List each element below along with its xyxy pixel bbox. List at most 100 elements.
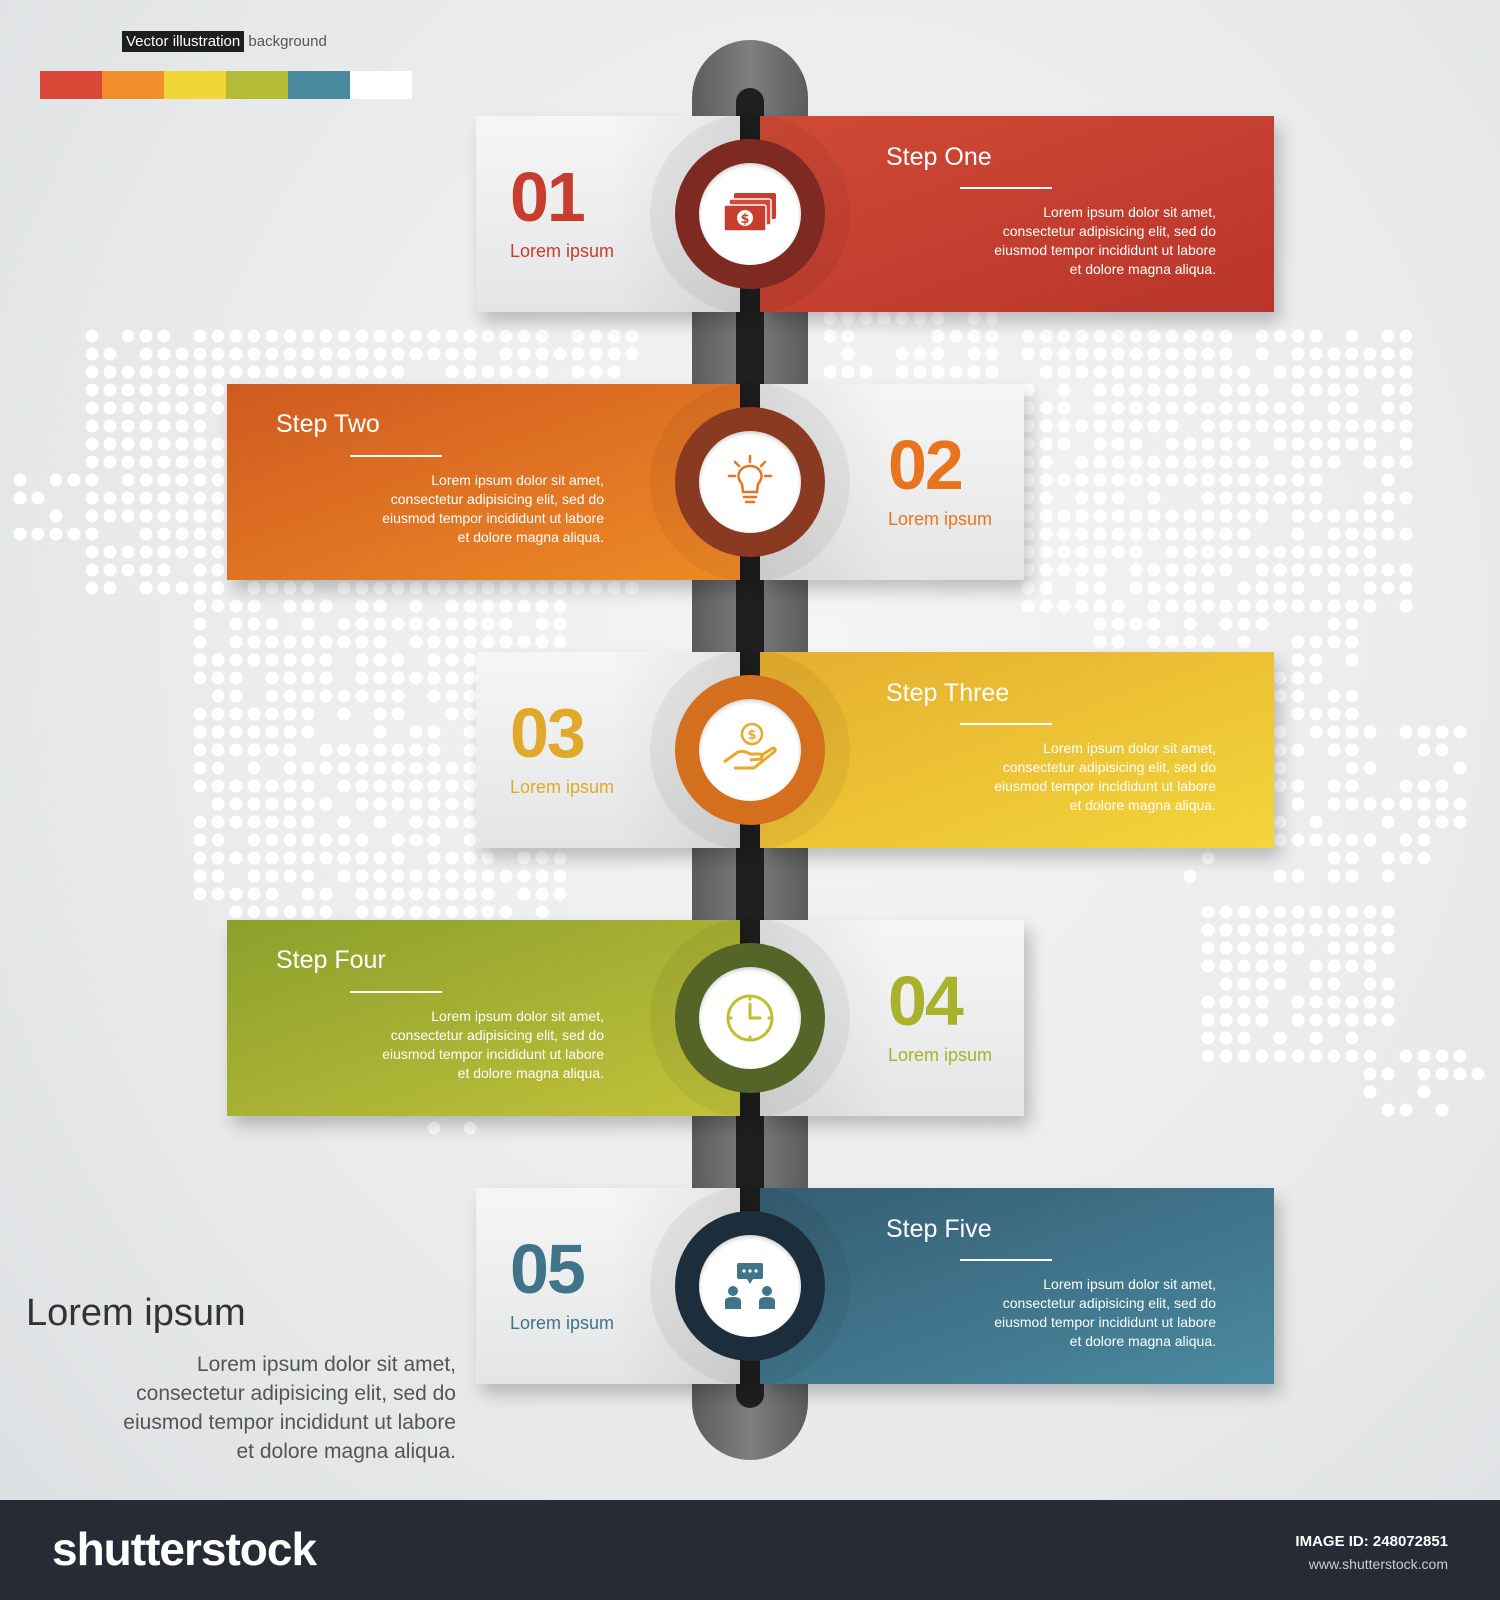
- map-dot: [517, 599, 531, 613]
- map-dot: [1327, 905, 1341, 919]
- map-dot: [85, 455, 99, 469]
- map-dot: [1453, 1049, 1467, 1063]
- map-dot: [1201, 1013, 1215, 1027]
- map-dot: [1219, 365, 1233, 379]
- map-dot: [1129, 563, 1143, 577]
- map-dot: [1291, 869, 1305, 883]
- map-dot: [589, 365, 603, 379]
- map-dot: [1399, 401, 1413, 415]
- map-dot: [247, 581, 261, 595]
- map-dot: [1363, 509, 1377, 523]
- map-dot: [247, 743, 261, 757]
- map-dot: [499, 635, 513, 649]
- map-dot: [211, 455, 225, 469]
- map-dot: [265, 797, 279, 811]
- map-dot: [355, 617, 369, 631]
- map-dot: [1147, 455, 1161, 469]
- map-dot: [229, 797, 243, 811]
- map-dot: [445, 851, 459, 865]
- map-dot: [175, 437, 189, 451]
- map-dot: [1021, 473, 1035, 487]
- map-dot: [481, 617, 495, 631]
- map-dot: [931, 329, 945, 343]
- map-dot: [1237, 473, 1251, 487]
- map-dot: [1093, 473, 1107, 487]
- map-dot: [301, 869, 315, 883]
- map-dot: [211, 527, 225, 541]
- map-dot: [1309, 653, 1323, 667]
- map-dot: [1201, 599, 1215, 613]
- map-dot: [463, 761, 477, 775]
- step-3-number: 03: [510, 694, 586, 772]
- map-dot: [1363, 941, 1377, 955]
- map-dot: [1291, 689, 1305, 703]
- map-dot: [211, 581, 225, 595]
- map-dot: [103, 365, 117, 379]
- map-dot: [355, 365, 369, 379]
- map-dot: [1201, 923, 1215, 937]
- map-dot: [1273, 563, 1287, 577]
- map-dot: [445, 671, 459, 685]
- map-dot: [247, 797, 261, 811]
- map-dot: [553, 617, 567, 631]
- map-dot: [1201, 959, 1215, 973]
- map-dot: [139, 365, 153, 379]
- map-dot: [589, 347, 603, 361]
- map-dot: [139, 455, 153, 469]
- map-dot: [1327, 563, 1341, 577]
- map-dot: [1291, 707, 1305, 721]
- map-dot: [517, 887, 531, 901]
- clock-icon: [726, 994, 774, 1042]
- map-dot: [1237, 455, 1251, 469]
- map-dot: [373, 869, 387, 883]
- map-dot: [895, 311, 909, 325]
- map-dot: [1255, 419, 1269, 433]
- map-dot: [1021, 545, 1035, 559]
- map-dot: [1327, 437, 1341, 451]
- map-dot: [1309, 977, 1323, 991]
- map-dot: [499, 365, 513, 379]
- map-dot: [985, 365, 999, 379]
- map-dot: [13, 473, 27, 487]
- brand-logo[interactable]: shutterstock: [52, 1523, 317, 1575]
- side-title: Lorem ipsum: [26, 1292, 246, 1334]
- map-dot: [1363, 527, 1377, 541]
- map-dot: [1237, 905, 1251, 919]
- map-dot: [1183, 869, 1197, 883]
- map-dot: [229, 653, 243, 667]
- map-dot: [1345, 401, 1359, 415]
- map-dot: [1345, 869, 1359, 883]
- map-dot: [409, 725, 423, 739]
- map-dot: [1147, 347, 1161, 361]
- map-dot: [445, 653, 459, 667]
- map-dot: [1291, 905, 1305, 919]
- map-dot: [1111, 401, 1125, 415]
- map-dot: [355, 329, 369, 343]
- map-dot: [283, 707, 297, 721]
- map-dot: [355, 887, 369, 901]
- map-dot: [211, 833, 225, 847]
- map-dot: [1165, 527, 1179, 541]
- map-dot: [1075, 527, 1089, 541]
- map-dot: [1183, 401, 1197, 415]
- map-dot: [427, 1121, 441, 1135]
- map-dot: [445, 905, 459, 919]
- map-dot: [1075, 329, 1089, 343]
- map-dot: [283, 869, 297, 883]
- map-dot: [139, 329, 153, 343]
- swatch-white: [350, 71, 412, 99]
- map-dot: [1201, 473, 1215, 487]
- map-dot: [931, 365, 945, 379]
- footer-url[interactable]: www.shutterstock.com: [1308, 1556, 1448, 1572]
- map-dot: [265, 833, 279, 847]
- map-dot: [1345, 1031, 1359, 1045]
- map-dot: [1327, 959, 1341, 973]
- map-dot: [211, 869, 225, 883]
- map-dot: [85, 545, 99, 559]
- map-dot: [1237, 941, 1251, 955]
- map-dot: [1075, 365, 1089, 379]
- step-4-number: 04: [888, 962, 964, 1040]
- map-dot: [1021, 437, 1035, 451]
- map-dot: [1165, 545, 1179, 559]
- map-dot: [1381, 905, 1395, 919]
